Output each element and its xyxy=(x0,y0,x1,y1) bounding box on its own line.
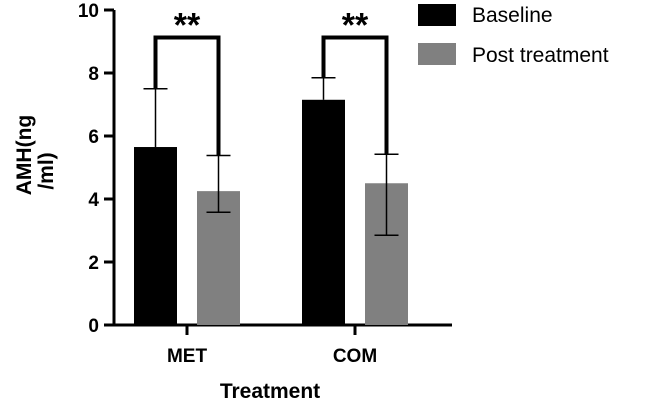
y-tick-label-2: 2 xyxy=(88,253,99,274)
significance-markers: ** ** xyxy=(153,7,389,156)
bars xyxy=(134,99,408,326)
y-tick-label-10: 10 xyxy=(78,1,99,22)
significance-met: ** xyxy=(153,7,221,156)
legend-label-baseline: Baseline xyxy=(472,4,553,27)
significance-label-met: ** xyxy=(174,7,201,45)
significance-label-com: ** xyxy=(342,7,369,45)
x-tick-label-met: MET xyxy=(167,346,208,367)
bar-met-baseline xyxy=(134,147,177,325)
y-tick-label-0: 0 xyxy=(88,316,99,337)
y-tick-label-6: 6 xyxy=(88,127,99,148)
y-axis-title-line-1: AMH(ng xyxy=(13,115,36,195)
y-tick-label-8: 8 xyxy=(88,64,99,85)
y-ticks: 0 2 4 6 8 10 xyxy=(78,1,114,337)
error-bars xyxy=(143,76,399,236)
legend-label-post-treatment: Post treatment xyxy=(472,44,609,67)
error-bar-com-baseline xyxy=(311,76,336,100)
significance-bracket-com xyxy=(321,35,389,155)
legend: Baseline Post treatment xyxy=(418,4,609,67)
x-ticks: MET COM xyxy=(167,325,377,367)
significance-com: ** xyxy=(321,7,389,155)
bar-met-post-treatment xyxy=(197,191,240,325)
x-tick-label-com: COM xyxy=(333,346,377,367)
y-axis-title-line-2: /ml) xyxy=(35,152,58,189)
significance-bracket-met xyxy=(153,35,221,156)
error-bar-met-baseline xyxy=(143,88,168,148)
y-tick-label-4: 4 xyxy=(88,190,99,211)
x-axis-title: Treatment xyxy=(220,380,320,403)
legend-swatch-post-treatment xyxy=(418,43,456,65)
legend-swatch-baseline xyxy=(418,4,456,26)
bar-com-baseline xyxy=(302,99,345,326)
